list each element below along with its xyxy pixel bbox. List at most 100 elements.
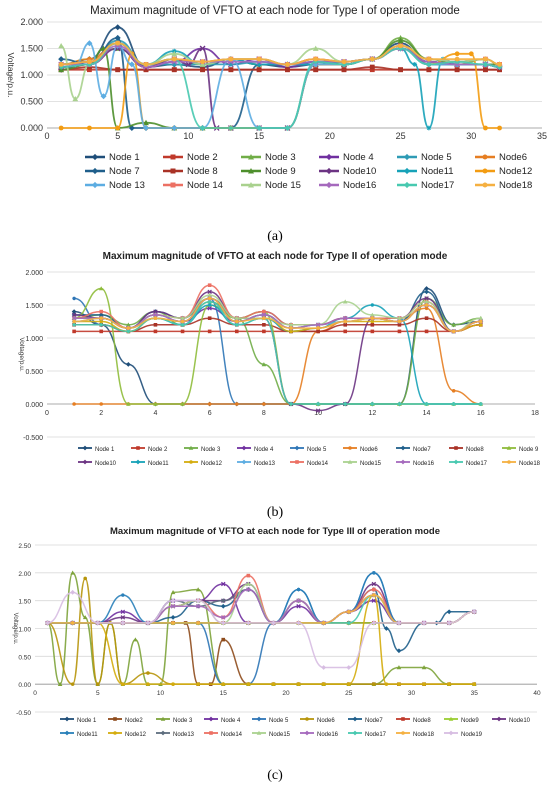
chart-title: Maximum magnitude of VFTO at each node f… [90,5,460,17]
data-point [133,637,138,642]
x-tick-label: 10 [183,131,193,141]
data-point [497,64,502,70]
data-point [372,682,376,686]
chart-title: Maximum magnitude of VFTO at each node f… [103,251,448,262]
data-point [143,67,149,73]
data-point [397,402,402,406]
data-point [398,43,403,49]
data-point [446,609,452,615]
legend-marker [295,460,299,464]
data-point [207,329,212,334]
data-point [72,296,76,301]
data-point [72,323,76,327]
data-point [424,296,429,301]
legend-marker [208,716,214,722]
legend-label: Node 9 [265,166,296,177]
data-point [121,593,125,597]
series-line [47,577,475,685]
data-point [207,283,212,287]
legend-label: Node14 [221,732,243,738]
chart-type-2: Maximum magnitude of VFTO at each node f… [18,251,541,467]
data-point [370,312,375,317]
data-point [99,323,104,327]
x-tick-label: 35 [537,131,547,141]
legend-label: Node13 [254,461,276,467]
data-point [343,323,348,327]
data-point [195,587,201,592]
data-point [220,620,226,626]
data-point [471,609,477,615]
x-tick-label: 30 [408,690,416,697]
x-tick-label: 8 [262,410,266,417]
y-tick-label: 1.500 [20,44,43,54]
legend-label: Node2 [125,718,143,724]
data-point [70,621,75,625]
data-point [472,682,477,686]
y-tick-label: 0.00 [18,682,31,689]
x-tick-label: 20 [282,690,290,697]
x-tick-label: 25 [345,690,353,697]
data-point [100,93,107,100]
data-point [296,598,301,603]
data-point [58,125,64,131]
data-point [145,620,151,626]
legend-marker [189,460,193,464]
data-point [170,604,176,609]
data-point [398,67,403,73]
legend-label: Node16 [317,732,339,738]
y-tick-label: 0.500 [20,97,43,107]
data-point [296,620,301,626]
series-line [47,611,475,624]
data-point [171,56,177,62]
data-point [234,402,239,406]
data-point [71,309,77,314]
data-point [296,682,301,686]
data-point [424,402,429,406]
data-point [398,46,403,51]
data-point [70,589,76,595]
data-point [397,323,402,327]
data-point [99,316,104,320]
y-axis-label: Voltage/p.u. [12,613,18,645]
data-point [180,319,185,324]
data-point [207,303,212,307]
data-point [296,604,301,609]
legend-label: Node10 [95,461,117,467]
legend-label: Node6 [499,152,527,163]
data-point [234,329,239,334]
legend-marker [82,459,88,465]
data-point [99,309,104,314]
data-point [228,125,234,131]
data-point [341,67,347,73]
legend-label: Node11 [148,461,169,467]
data-point [285,62,290,67]
data-point [262,323,266,327]
y-tick-label: 0.000 [25,402,43,409]
legend-label: Node 9 [519,447,539,453]
data-point [126,322,131,327]
series-line [74,297,481,405]
legend-marker [256,730,262,735]
data-point [72,95,79,102]
data-point [95,620,101,626]
series-line [61,42,500,129]
data-point [285,125,290,131]
legend-marker [135,459,141,465]
data-point [71,315,77,321]
legend-marker [325,153,333,161]
y-tick-label: 1.500 [25,303,43,310]
data-point [468,51,474,57]
legend-label: Node 13 [109,180,145,191]
data-point [170,590,176,595]
data-point [424,306,429,311]
x-tick-label: 5 [96,690,100,697]
data-point [221,581,226,587]
data-point [200,125,205,131]
data-point [262,402,266,406]
legend-label: Node18 [413,732,435,738]
legend-marker [507,460,511,464]
data-point [256,67,262,73]
legend-marker [170,154,176,160]
data-point [454,59,460,65]
x-tick-label: 35 [471,690,479,697]
